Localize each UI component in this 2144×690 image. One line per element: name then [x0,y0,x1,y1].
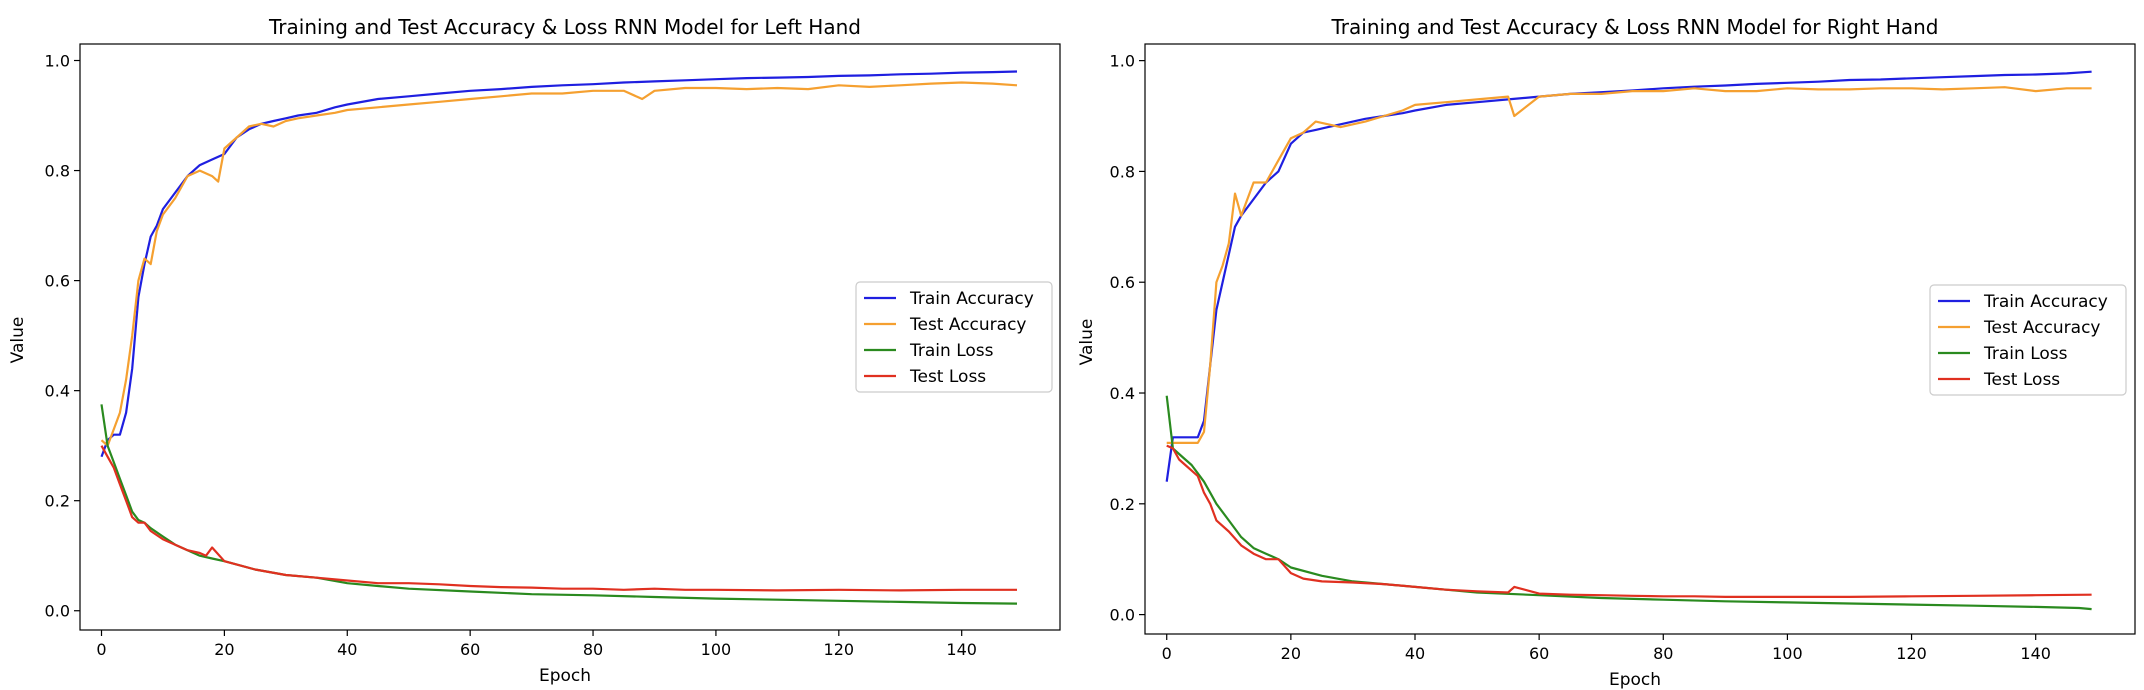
legend-label: Test Accuracy [1983,318,2101,338]
chart-right-hand: Training and Test Accuracy & Loss RNN Mo… [1077,15,2136,690]
chart-title: Training and Test Accuracy & Loss RNN Mo… [1331,15,1939,39]
plot-frame [79,43,1061,631]
y-tick-label: 1.0 [45,52,70,71]
legend-label: Train Loss [909,341,994,361]
x-tick-label: 80 [1653,644,1673,663]
y-tick-label: 0.2 [1110,495,1135,514]
y-tick-label: 0.6 [45,272,70,291]
x-axis-label: Epoch [539,666,591,686]
legend-label: Test Accuracy [909,315,1027,335]
x-tick-label: 120 [824,640,855,659]
y-tick-label: 0.8 [45,162,70,181]
series-line-test-accuracy [100,81,1018,447]
x-tick-label: 60 [1529,644,1549,663]
chart-left-hand: Training and Test Accuracy & Loss RNN Mo… [8,15,1061,686]
y-tick-label: 0.0 [45,602,70,621]
x-tick-label: 0 [96,640,106,659]
y-tick-label: 0.2 [45,492,70,511]
x-tick-label: 0 [1162,644,1172,663]
legend-label: Train Loss [1983,344,2068,364]
legend: Train Accuracy Test Accuracy Train Loss Tes… [855,281,1053,393]
x-tick-label: 80 [583,640,603,659]
x-tick-label: 40 [1405,644,1425,663]
y-tick-label: 0.6 [1110,273,1135,292]
legend-box [855,281,1053,393]
x-tick-label: 120 [1896,644,1927,663]
legend-box [1929,284,2127,396]
series-line-test-loss [100,445,1017,592]
x-tick-label: 20 [214,640,234,659]
legend: Train Accuracy Test Accuracy Train Loss Tes… [1929,284,2127,396]
plot-frame [1144,43,2136,635]
x-tick-label: 40 [337,640,357,659]
series-line-test-accuracy [1166,86,2092,444]
chart-title: Training and Test Accuracy & Loss RNN Mo… [268,15,861,39]
x-tick-label: 100 [1772,644,1803,663]
legend-label: Train Accuracy [1983,292,2108,312]
y-axis-label: Value [1077,319,1097,366]
series-line-train-loss [100,404,1018,605]
legend-label: Train Accuracy [909,289,1034,309]
series-line-test-loss [1166,444,2092,599]
x-tick-label: 140 [2020,644,2051,663]
y-tick-label: 0.0 [1110,606,1135,625]
x-tick-label: 60 [460,640,480,659]
legend-label: Test Loss [1983,370,2060,390]
x-tick-label: 100 [701,640,732,659]
y-tick-label: 0.4 [1110,384,1135,403]
y-tick-label: 1.0 [1110,52,1135,71]
x-tick-label: 140 [946,640,977,659]
y-tick-label: 0.4 [45,382,70,401]
legend-label: Test Loss [909,367,986,387]
series-line-train-loss [1165,395,2092,611]
y-tick-label: 0.8 [1110,162,1135,181]
series-line-train-accuracy [1165,70,2092,482]
x-axis-label: Epoch [1609,670,1661,690]
series-line-train-accuracy [100,70,1018,458]
x-tick-label: 20 [1281,644,1301,663]
y-axis-label: Value [8,317,28,364]
